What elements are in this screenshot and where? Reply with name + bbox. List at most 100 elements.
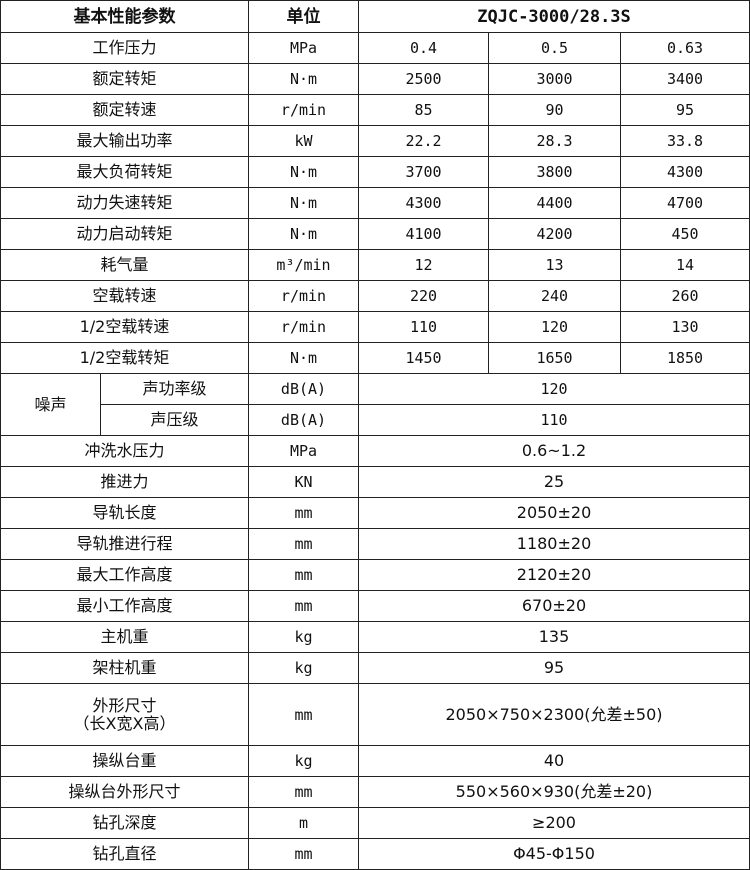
value-cell: 90 [488, 94, 621, 126]
unit-cell: kg [248, 621, 359, 653]
unit-cell: mm [248, 838, 359, 870]
value-cell: 1850 [619, 342, 750, 374]
param-name: 冲洗水压力 [0, 435, 249, 467]
value-cell: 1450 [358, 342, 489, 374]
table-row: 操纵台外形尺寸 mm 550×560×930(允差±20) [0, 776, 750, 808]
value-cell: 1650 [488, 342, 621, 374]
value-cell: 120 [488, 311, 621, 343]
table-row: 1/2空载转矩 N·m 1450 1650 1850 [0, 342, 750, 374]
param-name: 工作压力 [0, 32, 249, 64]
param-name: 声压级 [100, 404, 249, 436]
param-name: 导轨推进行程 [0, 528, 249, 560]
value-cell: 3800 [488, 156, 621, 188]
value-cell: 120 [357, 373, 750, 405]
unit-cell: N·m [248, 187, 359, 219]
value-cell: 0.63 [619, 32, 750, 64]
param-name: 外形尺寸 （长X宽X高） [0, 683, 249, 746]
param-name: 操纵台外形尺寸 [0, 776, 249, 808]
param-name: 声功率级 [100, 373, 249, 405]
table-row: 最大输出功率 kW 22.2 28.3 33.8 [0, 125, 750, 157]
value-cell: 240 [488, 280, 621, 312]
param-name: 最大输出功率 [0, 125, 249, 157]
unit-cell: mm [248, 528, 359, 560]
header-unit: 单位 [248, 0, 359, 33]
unit-cell: r/min [248, 94, 359, 126]
param-name: 空载转速 [0, 280, 249, 312]
value-cell: 0.5 [488, 32, 621, 64]
header-row: 基本性能参数 单位 ZQJC-3000/28.3S [0, 0, 750, 33]
value-cell: 130 [619, 311, 750, 343]
value-cell: 95 [357, 652, 750, 684]
table-row: 最大工作高度 mm 2120±20 [0, 559, 750, 591]
unit-cell: kg [248, 652, 359, 684]
value-cell: 3700 [358, 156, 489, 188]
param-name: 导轨长度 [0, 497, 249, 529]
value-cell: 4700 [619, 187, 750, 219]
unit-cell: r/min [248, 280, 359, 312]
table-row: 噪声 声功率级 dB(A) 120 [0, 373, 750, 436]
param-name: 主机重 [0, 621, 249, 653]
param-name: 额定转矩 [0, 63, 249, 95]
table-row: 主机重 kg 135 [0, 621, 750, 653]
table-row: 工作压力 MPa 0.4 0.5 0.63 [0, 32, 750, 64]
value-cell: 12 [358, 249, 489, 281]
value-cell: 4100 [358, 218, 489, 250]
table-row: 导轨推进行程 mm 1180±20 [0, 528, 750, 560]
value-cell: 110 [357, 404, 750, 436]
table-row: 推进力 KN 25 [0, 466, 750, 498]
value-cell: 4300 [358, 187, 489, 219]
unit-cell: dB(A) [248, 404, 359, 436]
value-cell: 40 [357, 745, 750, 777]
table-row: 动力启动转矩 N·m 4100 4200 450 [0, 218, 750, 250]
value-cell: 28.3 [488, 125, 621, 157]
unit-cell: mm [248, 683, 359, 746]
param-name: 耗气量 [0, 249, 249, 281]
value-cell: 22.2 [358, 125, 489, 157]
value-cell: 95 [619, 94, 750, 126]
unit-cell: mm [248, 559, 359, 591]
unit-cell: m³/min [248, 249, 359, 281]
value-cell: 25 [357, 466, 750, 498]
value-cell: 33.8 [619, 125, 750, 157]
value-cell: 14 [619, 249, 750, 281]
value-cell: 13 [488, 249, 621, 281]
value-cell: 1180±20 [357, 528, 750, 560]
value-cell: 2120±20 [357, 559, 750, 591]
param-name: 1/2空载转矩 [0, 342, 249, 374]
value-cell: 670±20 [357, 590, 750, 622]
unit-cell: MPa [248, 32, 359, 64]
table-row: 钻孔直径 mm Φ45-Φ150 [0, 838, 750, 870]
unit-cell: N·m [248, 342, 359, 374]
value-cell: 2500 [358, 63, 489, 95]
value-cell: 4300 [619, 156, 750, 188]
value-cell: 3000 [488, 63, 621, 95]
value-cell: Φ45-Φ150 [357, 838, 750, 870]
table-row: 操纵台重 kg 40 [0, 745, 750, 777]
table-row: 导轨长度 mm 2050±20 [0, 497, 750, 529]
param-name: 操纵台重 [0, 745, 249, 777]
value-cell: 550×560×930(允差±20) [357, 776, 750, 808]
param-name: 1/2空载转速 [0, 311, 249, 343]
value-cell: 85 [358, 94, 489, 126]
unit-cell: KN [248, 466, 359, 498]
table-row: 空载转速 r/min 220 240 260 [0, 280, 750, 312]
value-cell: 4400 [488, 187, 621, 219]
param-name: 最小工作高度 [0, 590, 249, 622]
unit-cell: N·m [248, 218, 359, 250]
table-row: 耗气量 m³/min 12 13 14 [0, 249, 750, 281]
table-row: 额定转矩 N·m 2500 3000 3400 [0, 63, 750, 95]
table-row: 冲洗水压力 MPa 0.6~1.2 [0, 435, 750, 467]
unit-cell: kW [248, 125, 359, 157]
value-cell: 0.6~1.2 [357, 435, 750, 467]
unit-cell: m [248, 807, 359, 839]
value-cell: 260 [619, 280, 750, 312]
param-name: 钻孔直径 [0, 838, 249, 870]
unit-cell: mm [248, 590, 359, 622]
value-cell: 3400 [619, 63, 750, 95]
noise-label: 噪声 [0, 373, 101, 436]
param-name: 最大工作高度 [0, 559, 249, 591]
value-cell: 135 [357, 621, 750, 653]
param-name: 额定转速 [0, 94, 249, 126]
dims-name-sub: （长X宽X高） [73, 713, 176, 733]
